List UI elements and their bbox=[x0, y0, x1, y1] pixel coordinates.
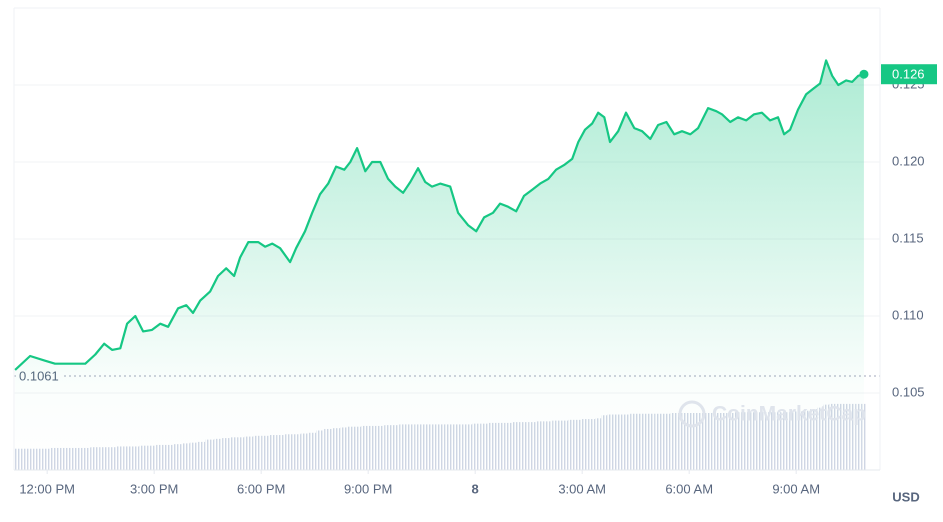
x-tick-label: 12:00 PM bbox=[19, 481, 75, 496]
x-tick-label: 3:00 AM bbox=[558, 481, 606, 496]
y-tick-label: 0.105 bbox=[892, 384, 925, 399]
y-axis-label: USD bbox=[892, 489, 919, 504]
x-tick-label: 9:00 PM bbox=[344, 481, 392, 496]
price-area bbox=[15, 60, 864, 471]
plot: 0.1061 bbox=[14, 59, 880, 471]
price-line bbox=[14, 59, 865, 371]
watermark: CoinMarketCap bbox=[712, 403, 866, 426]
x-tick-label: 9:00 AM bbox=[772, 481, 820, 496]
x-tick-label: 6:00 PM bbox=[237, 481, 285, 496]
x-tick-label: 6:00 AM bbox=[665, 481, 713, 496]
y-tick-label: 0.115 bbox=[892, 230, 924, 245]
last-price-label: 0.126 bbox=[892, 67, 925, 82]
last-price-tag bbox=[881, 64, 937, 85]
last-point bbox=[859, 69, 869, 79]
x-tick-label: 3:00 PM bbox=[130, 481, 178, 496]
y-tick-label: 0.120 bbox=[892, 153, 925, 168]
y-tick-label: 0.110 bbox=[892, 307, 924, 322]
watermark-logo bbox=[678, 400, 706, 428]
x-tick-label: 8 bbox=[472, 481, 479, 496]
